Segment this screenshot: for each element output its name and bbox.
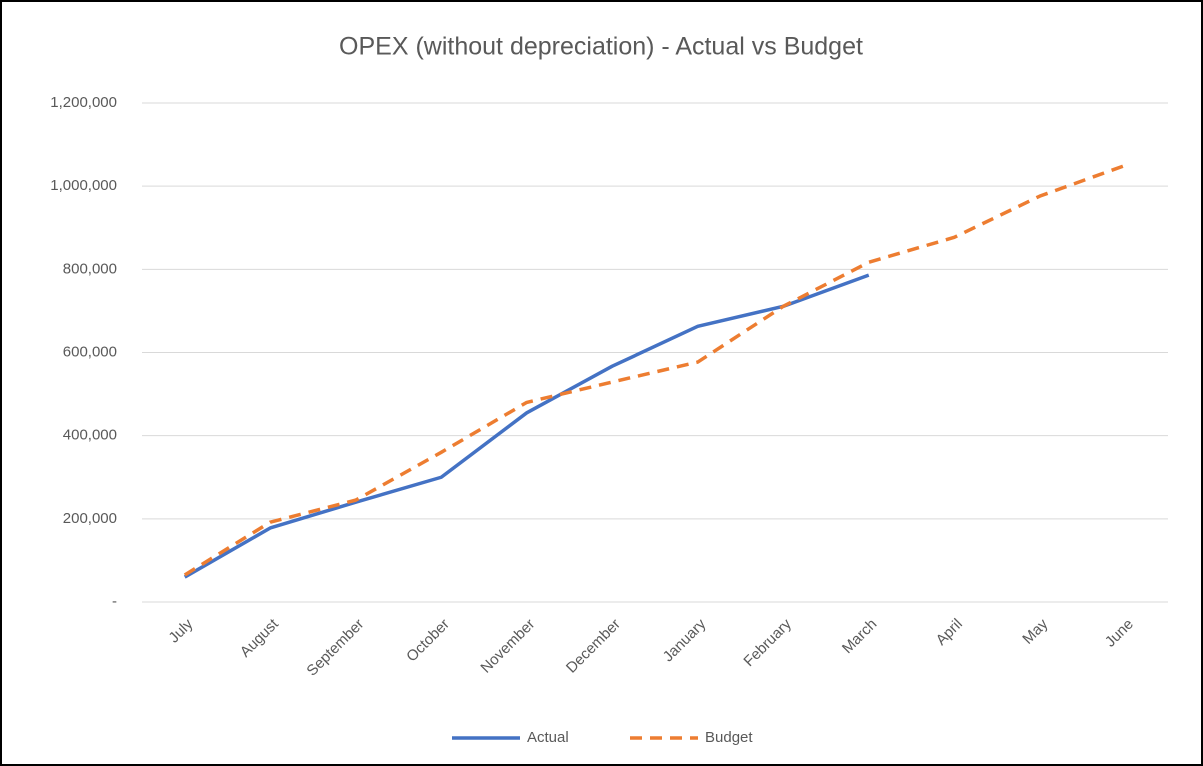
y-tick-label: 600,000 (63, 343, 117, 360)
y-tick-label: 800,000 (63, 260, 117, 277)
y-tick-label: 400,000 (63, 427, 117, 444)
legend-label: Actual (527, 729, 569, 746)
legend-label: Budget (705, 729, 753, 746)
series-line (183, 163, 1126, 577)
y-tick-label: 200,000 (63, 510, 117, 527)
y-tick-label: - (112, 593, 117, 610)
chart-title: OPEX (without depreciation) - Actual vs … (339, 33, 863, 61)
y-tick-label: 1,200,000 (50, 94, 117, 111)
series-line (183, 273, 870, 579)
y-tick-label: 1,000,000 (50, 177, 117, 194)
